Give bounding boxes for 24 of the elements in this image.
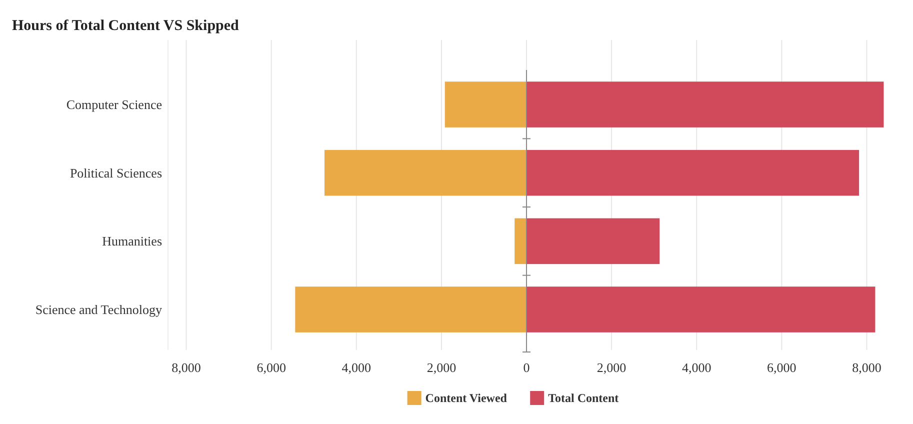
bar xyxy=(514,218,526,264)
bar xyxy=(324,150,526,196)
x-tick-label: 0 xyxy=(523,360,530,375)
bar xyxy=(444,82,526,128)
legend-label: Total Content xyxy=(548,391,619,405)
x-tick-label: 6,000 xyxy=(767,360,796,375)
bar xyxy=(526,82,884,128)
x-tick-label: 4,000 xyxy=(342,360,372,375)
bar xyxy=(526,218,660,264)
x-tick-label: 2,000 xyxy=(596,360,626,375)
y-tick-label: Humanities xyxy=(102,234,162,249)
x-tick-label: 4,000 xyxy=(682,360,712,375)
chart-title: Hours of Total Content VS Skipped xyxy=(12,18,240,34)
y-tick-label: Science and Technology xyxy=(35,302,162,318)
x-tick-label: 8,000 xyxy=(852,360,882,375)
bar xyxy=(295,286,526,332)
x-tick-label: 8,000 xyxy=(172,360,201,375)
y-tick-label: Political Sciences xyxy=(70,165,162,180)
bar xyxy=(526,150,860,196)
y-tick-label: Computer Science xyxy=(66,97,162,112)
x-tick-label: 6,000 xyxy=(256,360,286,375)
legend-label: Content Viewed xyxy=(425,391,508,405)
x-tick-label: 2,000 xyxy=(426,360,456,375)
bar xyxy=(526,286,876,332)
